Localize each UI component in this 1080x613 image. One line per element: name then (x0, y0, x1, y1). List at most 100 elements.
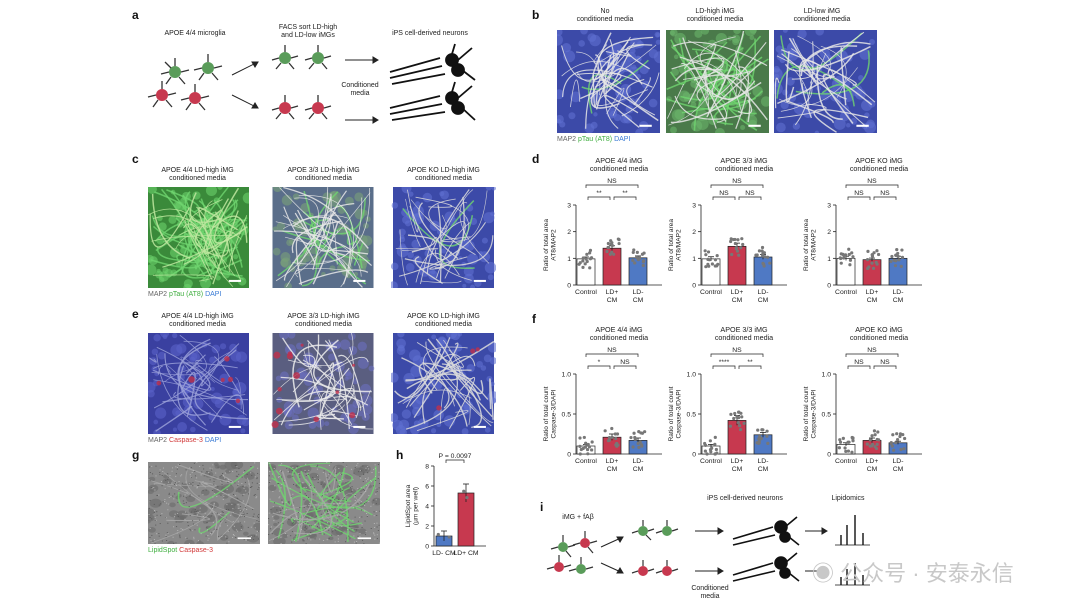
data-point (901, 432, 905, 437)
y-tick-label: 0 (425, 544, 429, 551)
significance-bracket (845, 184, 899, 188)
data-point (865, 257, 870, 262)
data-point (894, 441, 898, 445)
significance-label: P = 0.0097 (439, 453, 472, 460)
data-point (607, 438, 611, 442)
panel-c-legend: MAP2 pTau (AT8) DAPI (148, 291, 221, 298)
data-point (715, 254, 719, 258)
data-point (703, 249, 707, 253)
significance-bracket (738, 365, 762, 369)
data-point (606, 241, 610, 246)
data-point (838, 438, 842, 442)
x-tick-label: LD+ CM (606, 289, 619, 304)
data-point (617, 241, 621, 246)
y-tick-label: 1.0 (562, 372, 572, 379)
data-point (585, 259, 589, 264)
data-point (899, 447, 903, 452)
significance-label: ** (747, 359, 753, 366)
micrograph-e-apoe33 (270, 333, 376, 434)
lipidomics-spectra (835, 515, 870, 586)
data-point (736, 238, 740, 242)
data-point (615, 432, 620, 436)
chart-h-lipidspot: LipidSpot area(µm per well) 0 2 4 6 8 LD- CM LD… (402, 448, 512, 568)
data-point (897, 258, 901, 262)
chart-title: APOE KO iMG conditioned media (850, 156, 908, 173)
data-point (706, 257, 710, 261)
data-point (633, 261, 637, 265)
x-tick-label: Control (700, 289, 722, 296)
data-point (902, 447, 906, 451)
data-point (730, 252, 734, 257)
data-point (891, 433, 895, 437)
y-tick-label: 3 (567, 203, 571, 210)
data-point (736, 421, 740, 425)
data-point (639, 431, 643, 435)
micrograph-c-apoe44 (148, 187, 249, 288)
data-point (729, 412, 733, 416)
chart-title: APOE 4/4 iMG conditioned media (590, 156, 648, 173)
panel-label-d: d (532, 152, 540, 166)
significance-bracket (587, 365, 611, 369)
data-point (763, 255, 767, 259)
data-point (873, 433, 877, 437)
y-tick-label: 6 (425, 484, 429, 491)
data-point (762, 264, 766, 268)
data-point (588, 266, 592, 270)
significance-bracket (738, 196, 762, 200)
panel-c-title-1: APOE 4/4 LD-high iMG conditioned media (161, 167, 234, 182)
panel-label-a: a (132, 8, 139, 22)
data-point (870, 261, 874, 265)
data-point (843, 446, 847, 450)
panel-e-title-2: APOE 3/3 LD-high iMG conditioned media (287, 313, 360, 328)
panel-label-e: e (132, 307, 139, 321)
significance-bracket (712, 196, 736, 200)
chart-f-apoeko: APOE KO iMG conditioned media Ratio of tot… (798, 322, 948, 482)
significance-bracket (613, 365, 637, 369)
data-point (588, 251, 592, 255)
data-point (895, 432, 899, 436)
x-tick-label: LD+ CM (731, 458, 744, 473)
data-point (868, 438, 872, 442)
data-point (899, 264, 903, 268)
data-point (631, 250, 635, 255)
x-tick-label: LD-CM (633, 289, 644, 304)
data-point (839, 261, 843, 265)
data-point (436, 532, 440, 537)
panel-b-title-1: No conditioned media (576, 8, 634, 23)
data-point (847, 440, 851, 444)
data-point (578, 452, 582, 456)
data-point (894, 253, 898, 257)
panel-c-title-3: APOE KO LD-high iMG conditioned media (407, 167, 480, 182)
y-tick-label: 1 (567, 256, 571, 263)
x-tick-label: Control (575, 289, 597, 296)
data-point (875, 437, 879, 442)
x-tick-label: LD+ CM (731, 289, 744, 304)
y-axis-label: LipidSpot area(µm per well) (405, 484, 420, 527)
panel-a-source-label: APOE 4/4 microglia (164, 30, 226, 37)
data-point (642, 251, 646, 255)
data-point (837, 446, 841, 450)
sorted-microglia (271, 45, 332, 120)
panel-i-conditioned-label: Conditioned media (691, 585, 729, 600)
data-point (607, 436, 612, 440)
data-point (903, 436, 907, 441)
data-point (590, 440, 594, 444)
data-point (891, 448, 896, 452)
bar (836, 257, 856, 286)
significance-bracket (845, 353, 899, 357)
data-point (889, 442, 893, 446)
data-point (583, 445, 588, 449)
significance-bracket (587, 196, 611, 200)
data-point (868, 444, 872, 448)
data-point (617, 238, 621, 242)
data-point (704, 265, 708, 269)
data-point (704, 253, 708, 257)
data-point (612, 252, 616, 256)
y-tick-label: 0.5 (562, 412, 572, 419)
panel-e-title-3: APOE KO LD-high iMG conditioned media (407, 313, 480, 328)
data-point (877, 252, 881, 257)
y-axis-label: Ratio of total countCaspase-3/DAPI (543, 386, 558, 441)
data-point (633, 437, 637, 441)
data-point (713, 435, 717, 439)
panel-label-h: h (396, 448, 404, 462)
